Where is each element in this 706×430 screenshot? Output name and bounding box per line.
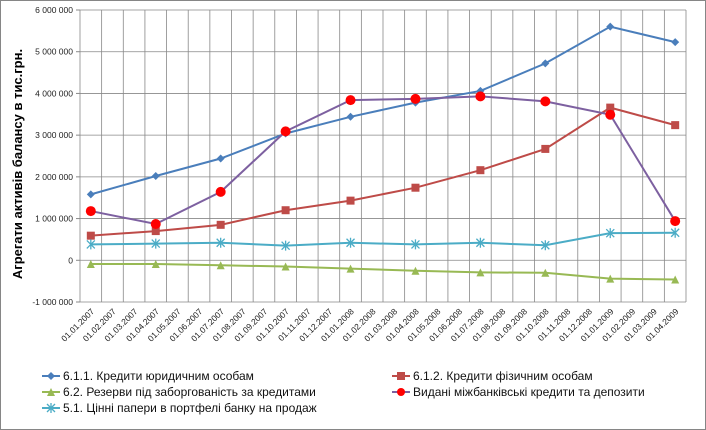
data-point xyxy=(281,240,291,251)
series-line xyxy=(90,231,676,247)
data-point xyxy=(216,220,225,229)
series-line xyxy=(90,95,677,226)
series-line xyxy=(90,106,676,237)
data-point xyxy=(670,227,680,238)
data-point xyxy=(476,166,485,175)
data-point xyxy=(606,274,615,283)
data-point xyxy=(411,266,420,275)
y-tick-label: 5 000 000 xyxy=(35,47,73,57)
legend-item-individual-loans: 6.1.2. Кредити фізичним особам xyxy=(392,369,593,383)
data-point xyxy=(346,112,355,121)
data-point xyxy=(670,216,681,227)
data-point xyxy=(151,227,160,236)
data-point xyxy=(411,183,420,192)
data-point xyxy=(475,237,485,248)
data-point xyxy=(541,268,550,277)
data-point xyxy=(346,196,355,205)
data-point xyxy=(151,238,161,249)
series-line xyxy=(90,25,676,196)
y-tick-label: 0 xyxy=(68,255,73,265)
data-point xyxy=(86,231,95,240)
series-line xyxy=(90,263,676,281)
legend-item-securities: 5.1. Цінні папери в портфелі банку на пр… xyxy=(42,401,317,415)
data-point xyxy=(541,59,550,68)
data-point xyxy=(216,237,226,248)
data-point xyxy=(216,261,225,270)
legend-item-loan-reserves: 6.2. Резерви під заборгованість за креди… xyxy=(42,385,316,399)
y-tick-label: 1 000 000 xyxy=(35,214,73,224)
legend-label: Видані міжбанківські кредити та депозити xyxy=(413,385,645,399)
data-point xyxy=(345,95,356,106)
y-tick-label: 6 000 000 xyxy=(35,5,73,15)
data-point xyxy=(540,96,551,107)
legend-item-interbank-loans: Видані міжбанківські кредити та депозити xyxy=(392,385,645,399)
data-point xyxy=(346,264,355,273)
data-point xyxy=(280,126,291,137)
data-point xyxy=(151,172,160,181)
diamond-marker-icon xyxy=(42,372,60,380)
y-tick-label: 3 000 000 xyxy=(35,130,73,140)
y-tick-label: -1 000 000 xyxy=(32,297,73,307)
legend-label: 6.1.2. Кредити фізичним особам xyxy=(413,369,593,383)
data-point xyxy=(476,268,485,277)
y-axis-title: Агрегати активів балансу в тис.грн. xyxy=(10,49,25,279)
legend-label: 6.1.1. Кредити юридичним особам xyxy=(63,369,254,383)
legend-label: 6.2. Резерви під заборгованість за креди… xyxy=(63,385,316,399)
circle-marker-icon xyxy=(392,388,410,396)
legend-label: 5.1. Цінні папери в портфелі банку на пр… xyxy=(63,401,317,415)
legend-item-legal-entity-loans: 6.1.1. Кредити юридичним особам xyxy=(42,369,254,383)
data-point xyxy=(540,240,550,251)
data-point xyxy=(86,260,95,269)
data-point xyxy=(671,275,680,284)
data-point xyxy=(216,154,225,163)
data-point xyxy=(150,218,161,229)
data-point xyxy=(281,262,290,271)
data-point xyxy=(541,144,550,153)
y-tick-label: 4 000 000 xyxy=(35,88,73,98)
data-point xyxy=(346,237,355,248)
star-marker-icon xyxy=(42,403,60,413)
y-tick-label: 2 000 000 xyxy=(35,172,73,182)
data-point xyxy=(281,206,290,215)
data-point xyxy=(605,109,616,120)
data-point xyxy=(605,228,615,239)
data-point xyxy=(86,190,95,199)
data-point xyxy=(606,22,615,31)
data-point xyxy=(215,186,226,197)
data-point xyxy=(411,239,420,250)
data-point xyxy=(85,206,96,217)
square-marker-icon xyxy=(392,372,410,380)
data-point xyxy=(86,239,96,250)
data-point xyxy=(671,38,680,47)
data-point xyxy=(410,93,421,104)
data-point xyxy=(475,91,486,102)
data-point xyxy=(606,103,615,112)
data-point xyxy=(671,121,680,130)
data-point xyxy=(151,260,160,269)
triangle-marker-icon xyxy=(42,388,60,396)
